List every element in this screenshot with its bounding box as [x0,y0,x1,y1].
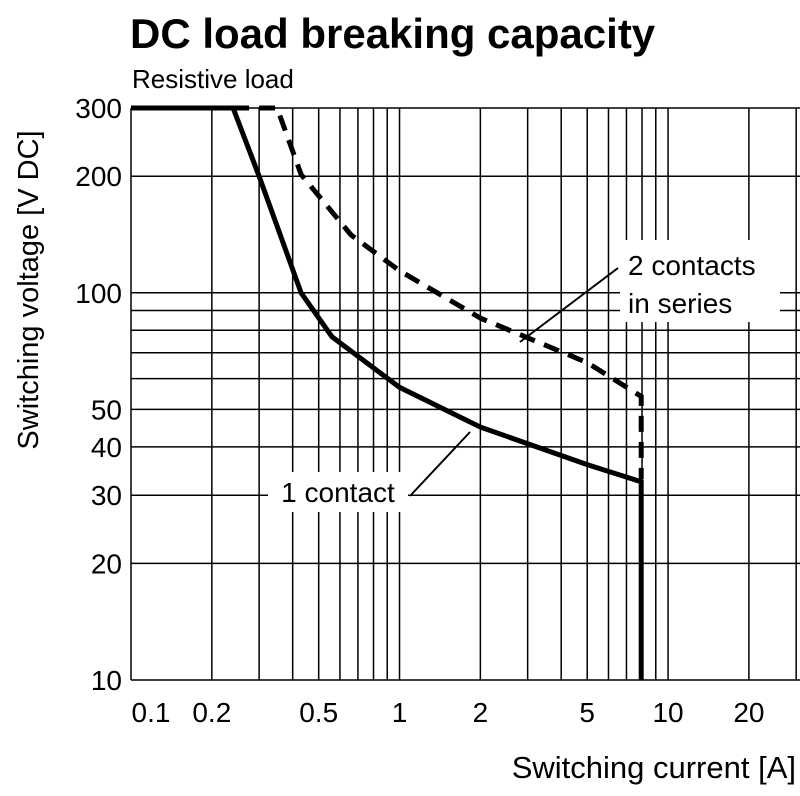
series-line [233,105,644,480]
grid [130,107,800,681]
x-tick-label: 2 [473,697,489,728]
annotation-bg [268,472,408,512]
y-tick-label: 40 [91,432,122,463]
chart-subtitle: Resistive load [132,64,294,94]
x-tick-label: 20 [733,697,764,728]
annotation-bg [620,240,780,322]
leader-line [519,267,619,343]
y-tick-label: 200 [75,161,122,192]
y-tick-label: 50 [91,394,122,425]
leader-line [409,431,471,497]
y-tick-label: 100 [75,278,122,309]
y-tick-label: 30 [91,480,122,511]
lines [131,105,644,680]
annotation: 2 contacts [628,250,756,281]
y-axis-label: Switching voltage [V DC] [13,130,45,449]
annotation: 1 contact [281,477,395,508]
annotation: in series [628,288,732,319]
x-tick-label: 1 [392,697,408,728]
x-tick-label: 0.5 [299,697,338,728]
y-tick-label: 10 [91,665,122,696]
x-axis-label: Switching current [A] [512,750,796,785]
x-tick-label: 0.1 [132,697,171,728]
y-tick-label: 300 [75,93,122,124]
chart-title: DC load breaking capacity [130,10,656,57]
x-tick-label: 5 [579,697,595,728]
y-tick-label: 20 [91,548,122,579]
x-tick-label: 0.2 [192,697,231,728]
x-tick-label: 10 [652,697,683,728]
series-line [131,105,644,680]
